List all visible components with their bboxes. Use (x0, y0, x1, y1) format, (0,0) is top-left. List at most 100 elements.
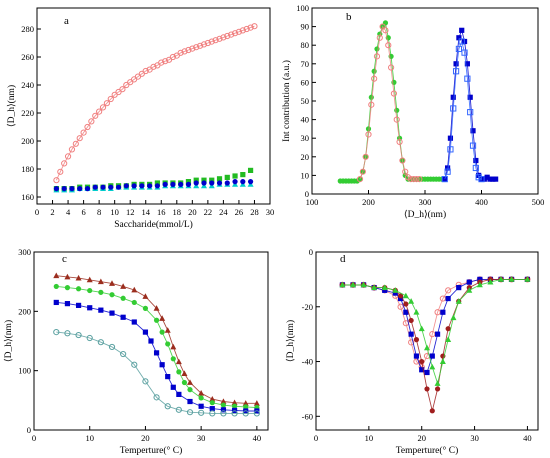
data-point (61, 160, 68, 167)
panel-letter: c (62, 253, 67, 265)
y-tick-label: 20 (301, 152, 310, 162)
y-axis-label: Int contribution (a.u.) (281, 60, 292, 142)
data-point (142, 293, 149, 299)
data-point (251, 23, 258, 30)
data-point (392, 290, 398, 296)
data-point (53, 299, 59, 306)
data-point (247, 167, 254, 173)
data-point (447, 146, 454, 153)
data-point (440, 309, 446, 315)
data-point (198, 403, 204, 409)
data-point (216, 35, 223, 42)
data-point (360, 281, 367, 288)
data-point (209, 410, 216, 417)
data-point (64, 273, 71, 280)
data-point (450, 105, 457, 112)
data-point (61, 186, 67, 192)
x-tick-label: 2 (50, 207, 54, 217)
data-point (362, 153, 369, 160)
data-point (455, 298, 462, 304)
data-point (64, 301, 71, 307)
data-point (385, 42, 392, 49)
x-tick-label: 14 (141, 207, 150, 217)
data-point (487, 176, 493, 182)
data-point (461, 49, 468, 56)
data-point (408, 331, 414, 337)
data-point (187, 398, 193, 405)
data-point (154, 180, 160, 186)
x-axis-label: Saccharide(mmol/L) (114, 219, 193, 230)
data-point (69, 186, 75, 192)
data-point (243, 25, 250, 33)
x-tick-label: 10 (85, 433, 94, 443)
data-point (439, 295, 446, 302)
data-point (467, 109, 474, 116)
data-point (459, 27, 465, 33)
data-point (120, 295, 126, 301)
data-point (476, 172, 482, 178)
data-point (97, 278, 104, 285)
data-point (87, 287, 93, 294)
data-point (98, 289, 104, 295)
data-point (487, 278, 494, 285)
panel-letter: a (64, 15, 69, 27)
data-point (490, 176, 496, 182)
data-point (131, 299, 137, 306)
x-tick-label: 0 (314, 433, 318, 443)
panel-d: 0 10 20 30 40 -60 -40 -20 0 Temperture(° C) ⟨D_h⟩(… (285, 247, 539, 456)
data-point (159, 329, 165, 335)
data-point (247, 24, 254, 31)
y-tick-label: 280 (21, 24, 34, 34)
series-line (444, 28, 496, 180)
data-point (424, 369, 430, 376)
x-tick-label: 200 (362, 197, 375, 207)
panel-c: 0 10 20 30 40 0 100 200 300 Temperture(° C) ⟨D_h⟩(… (3, 247, 269, 456)
x-tick-label: 500 (532, 197, 545, 207)
x-tick-label: 18 (173, 207, 182, 217)
data-point (445, 295, 451, 302)
data-point (240, 179, 246, 185)
data-point (445, 336, 452, 343)
x-tick-label: 12 (126, 207, 135, 217)
data-point (493, 176, 499, 182)
data-point (72, 140, 79, 147)
data-point (109, 280, 115, 286)
data-point (365, 131, 372, 138)
series-2 (356, 23, 423, 183)
data-point (359, 168, 366, 175)
data-point (96, 108, 103, 115)
series-3 (442, 27, 499, 182)
data-point (189, 45, 196, 52)
data-point (453, 61, 459, 67)
data-point (413, 337, 420, 343)
x-tick-label: 300 (419, 197, 432, 207)
data-point (456, 285, 462, 291)
series-2 (53, 283, 260, 411)
data-point (92, 184, 98, 190)
y-tick-label: -60 (302, 411, 313, 421)
y-tick-label: 200 (21, 136, 34, 146)
data-point (181, 379, 188, 386)
y-tick-label: 60 (301, 77, 310, 87)
data-point (198, 390, 205, 396)
data-point (109, 310, 115, 316)
data-point (131, 286, 138, 293)
x-tick-label: 0 (35, 207, 39, 217)
data-point (444, 168, 451, 175)
data-point (75, 302, 82, 308)
data-point (403, 301, 409, 307)
x-tick-label: 8 (97, 207, 101, 217)
data-point (452, 68, 460, 75)
data-point (84, 186, 91, 192)
data-point (193, 44, 200, 51)
data-point (371, 68, 377, 74)
data-point (75, 331, 82, 339)
data-point (170, 384, 176, 390)
data-point (150, 63, 157, 70)
data-point (429, 363, 436, 370)
data-point (75, 286, 82, 292)
data-point (455, 45, 462, 53)
series-1 (53, 23, 258, 184)
data-point (242, 400, 249, 406)
